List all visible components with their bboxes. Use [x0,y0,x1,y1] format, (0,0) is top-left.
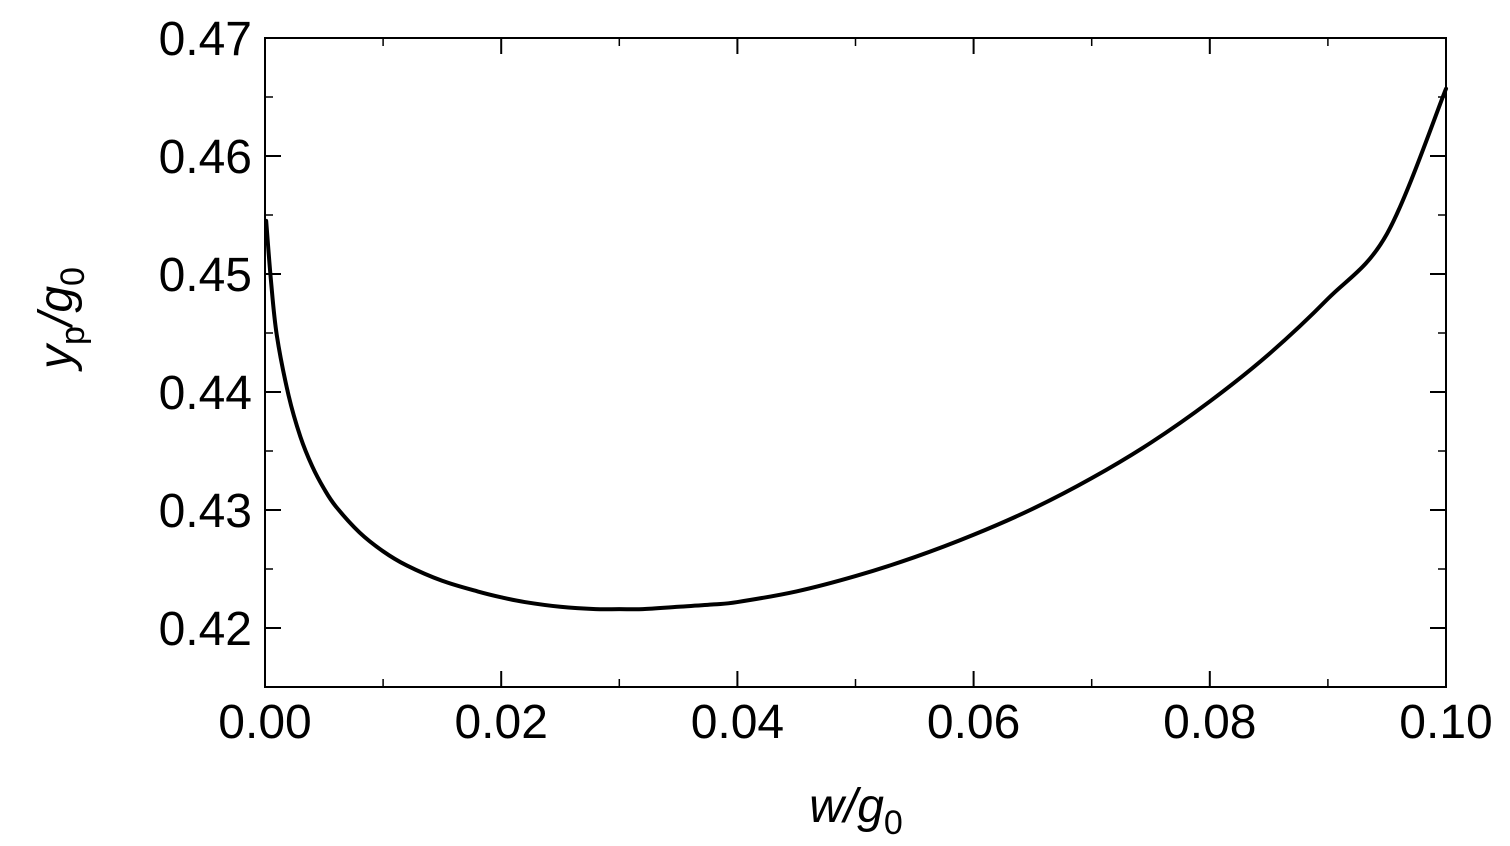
x-tick-label: 0.04 [691,696,784,749]
axis-label-text: y [30,342,83,372]
x-tick-label: 0.00 [218,696,311,749]
y-tick-label: 0.47 [159,13,252,66]
y-axis-label: yp/g0 [30,267,92,372]
axis-label-text: w/g [809,780,884,833]
major-ticks [264,37,1447,687]
x-tick-label: 0.08 [1163,696,1256,749]
x-axis-label: w/g0 [809,780,903,842]
x-tick-label: 0.02 [454,696,547,749]
axis-label-subscript: p [54,326,92,345]
y-tick-label: 0.46 [159,131,252,184]
y-tick-label: 0.43 [159,485,252,538]
tick-labels: 0.00 0.02 0.04 0.06 0.08 0.10 0.42 0.43 0.44 0.45… [159,13,1493,749]
axis-label-subscript: 0 [884,804,903,842]
y-tick-label: 0.44 [159,367,252,420]
axis-label-text: /g [30,286,83,329]
y-tick-label: 0.45 [159,249,252,302]
x-tick-label: 0.06 [927,696,1020,749]
minor-ticks [265,38,1446,688]
axis-label-subscript: 0 [54,267,92,286]
y-tick-label: 0.42 [159,603,252,656]
x-tick-label: 0.10 [1399,696,1492,749]
plot-frame [264,37,1447,688]
series-line [264,86,1448,612]
